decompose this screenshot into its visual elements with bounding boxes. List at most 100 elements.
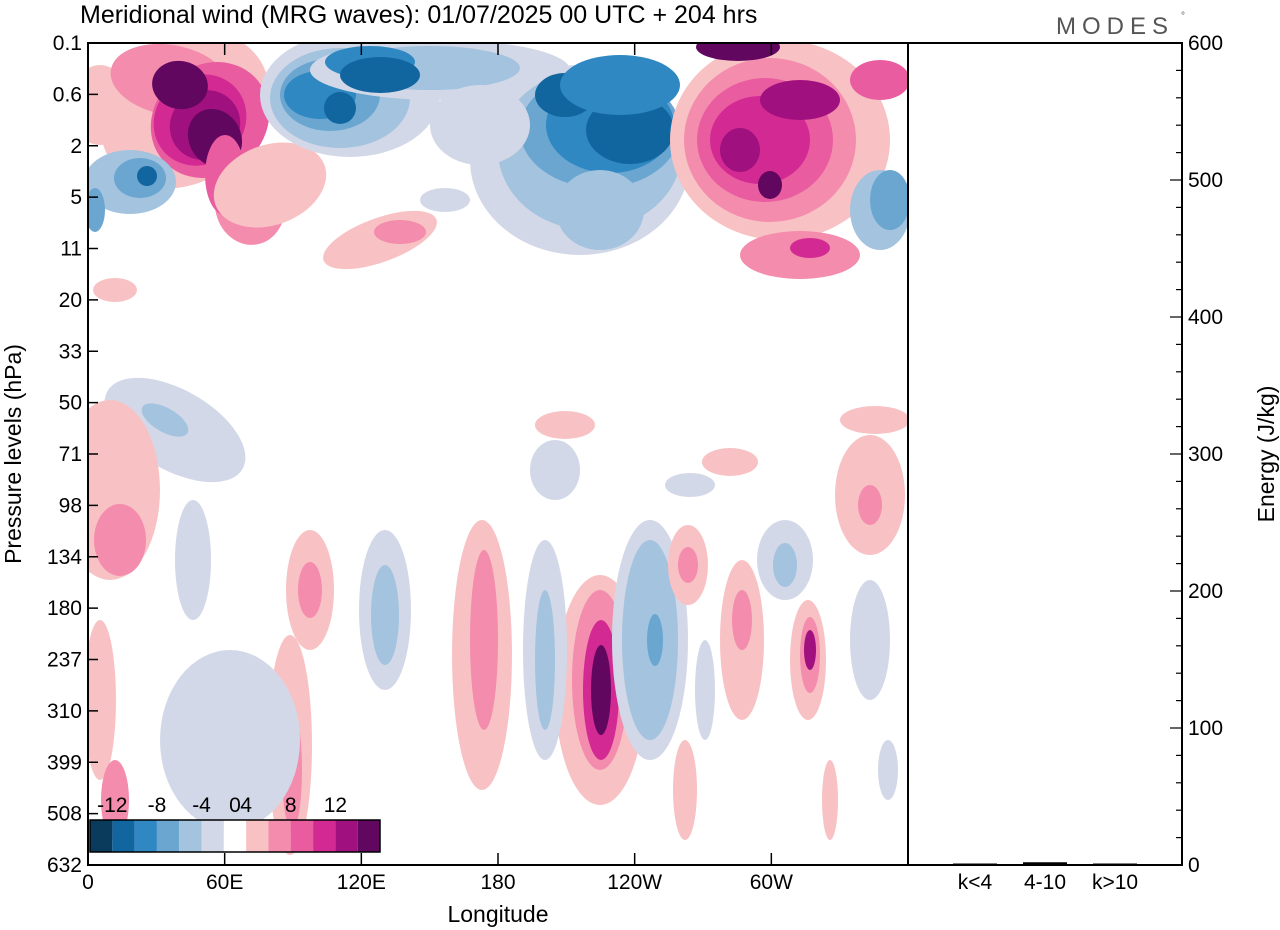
contour-patch bbox=[732, 590, 752, 650]
contour-patch bbox=[647, 614, 663, 666]
colorbar-swatch bbox=[268, 820, 291, 852]
contour-patch bbox=[323, 210, 437, 270]
brand-registered-mark: ° bbox=[1181, 11, 1185, 22]
contour-patch bbox=[591, 645, 611, 735]
colorbar: -12 -8 -4 0 4 8 12 bbox=[89, 794, 381, 853]
contour-patch bbox=[340, 57, 420, 93]
colorbar-label: -8 bbox=[148, 794, 167, 817]
colorbar-label: 4 bbox=[240, 794, 252, 817]
colorbar-swatch bbox=[290, 820, 314, 852]
contour-patch bbox=[760, 80, 840, 120]
energy-category-label: 4-10 bbox=[1024, 871, 1066, 894]
colorbar-swatch bbox=[335, 820, 358, 852]
y-tick-label: 180 bbox=[47, 597, 82, 620]
contour-patch bbox=[878, 740, 898, 800]
energy-tick-label: 300 bbox=[1188, 443, 1223, 466]
contour-patch bbox=[790, 238, 830, 258]
colorbar-label: 8 bbox=[285, 794, 297, 817]
contour-patch bbox=[773, 543, 797, 587]
colorbar-swatch bbox=[156, 820, 180, 852]
energy-tick-label: 100 bbox=[1188, 717, 1223, 740]
contour-patch bbox=[822, 760, 838, 840]
chart-title: Meridional wind (MRG waves): 01/07/2025 … bbox=[80, 1, 757, 29]
energy-axis: 0 100 200 300 400 500 600 bbox=[1170, 32, 1223, 877]
contour-patch bbox=[840, 406, 908, 434]
y-tick-label: 0.6 bbox=[53, 83, 82, 106]
contour-patch bbox=[420, 188, 470, 212]
x-tick-label: 120W bbox=[607, 871, 662, 894]
contour-patch bbox=[88, 188, 105, 232]
contour-patch bbox=[673, 740, 697, 840]
contour-patch bbox=[470, 550, 498, 730]
brand-logo: MODES bbox=[1056, 13, 1174, 40]
y-tick-label: 2 bbox=[70, 135, 82, 158]
y-tick-label: 632 bbox=[47, 854, 82, 877]
contour-patch bbox=[556, 170, 644, 250]
contour-patch bbox=[720, 128, 760, 172]
energy-category-label: k>10 bbox=[1092, 871, 1138, 894]
y-tick-label: 134 bbox=[47, 546, 82, 569]
x-tick-label: 0 bbox=[82, 871, 94, 894]
colorbar-swatch bbox=[112, 820, 135, 852]
energy-panel-frame bbox=[907, 42, 1183, 866]
colorbar-swatch bbox=[223, 820, 247, 852]
contour-patch bbox=[850, 580, 890, 700]
contour-patch bbox=[560, 55, 680, 115]
contour-patch bbox=[175, 500, 211, 620]
contour-patch bbox=[858, 485, 882, 525]
contour-patch bbox=[152, 60, 208, 110]
colorbar-label: -12 bbox=[97, 794, 127, 817]
contour-patch bbox=[141, 403, 189, 437]
colorbar-frame bbox=[89, 819, 381, 853]
colorbar-label: -4 bbox=[192, 794, 211, 817]
energy-tick-label: 600 bbox=[1188, 32, 1223, 55]
contour-patch bbox=[695, 640, 715, 740]
contour-patch bbox=[93, 278, 137, 302]
energy-bar bbox=[953, 863, 997, 865]
contour-patch bbox=[702, 448, 758, 476]
energy-tick-label: 0 bbox=[1188, 854, 1200, 877]
colorbar-swatch bbox=[201, 820, 224, 852]
y-tick-label: 20 bbox=[59, 289, 82, 312]
longitude-axis: 0 60E 120E 180 120W 60W bbox=[82, 43, 793, 894]
pressure-axis: 0.1 0.6 2 5 11 20 33 50 71 98 134 180 237 310 399 508 63… bbox=[47, 32, 98, 877]
y-tick-label: 508 bbox=[47, 803, 82, 826]
y-tick-label: 399 bbox=[47, 751, 82, 774]
y-tick-label: 237 bbox=[47, 649, 82, 672]
y-tick-label: 5 bbox=[70, 186, 82, 209]
contour-patch bbox=[530, 440, 580, 500]
energy-tick-label: 500 bbox=[1188, 169, 1223, 192]
x-tick-label: 60W bbox=[750, 871, 793, 894]
contour-patch bbox=[430, 85, 530, 165]
colorbar-swatch bbox=[357, 820, 380, 852]
x-axis-title: Longitude bbox=[447, 901, 548, 927]
energy-category-label: k<4 bbox=[958, 871, 993, 894]
y-tick-label: 33 bbox=[59, 340, 82, 363]
contour-patch bbox=[94, 504, 146, 576]
contour-patch bbox=[535, 411, 595, 439]
wind-contour-field bbox=[88, 43, 908, 855]
contour-patch bbox=[696, 43, 780, 61]
energy-bars: k<4 4-10 k>10 bbox=[953, 862, 1138, 894]
colorbar-swatch bbox=[313, 820, 336, 852]
energy-tick-label: 200 bbox=[1188, 580, 1223, 603]
y-tick-label: 11 bbox=[60, 238, 82, 261]
contour-patch bbox=[298, 562, 322, 618]
y-tick-label: 71 bbox=[59, 443, 82, 466]
energy-axis-title: Energy (J/kg) bbox=[1253, 386, 1279, 523]
contour-patch bbox=[678, 547, 698, 583]
y-axis-title: Pressure levels (hPa) bbox=[0, 344, 26, 564]
contour-patch bbox=[758, 171, 782, 199]
contour-patch bbox=[870, 170, 908, 230]
colorbar-swatch bbox=[90, 820, 113, 852]
contour-patch bbox=[371, 565, 399, 665]
energy-bar bbox=[1093, 863, 1137, 865]
contour-patch bbox=[804, 630, 816, 670]
x-tick-label: 180 bbox=[480, 871, 515, 894]
y-tick-label: 310 bbox=[47, 700, 82, 723]
colorbar-label: 12 bbox=[324, 794, 347, 817]
y-tick-label: 0.1 bbox=[53, 32, 82, 55]
contour-patch bbox=[160, 650, 300, 830]
contour-patch bbox=[665, 473, 715, 497]
